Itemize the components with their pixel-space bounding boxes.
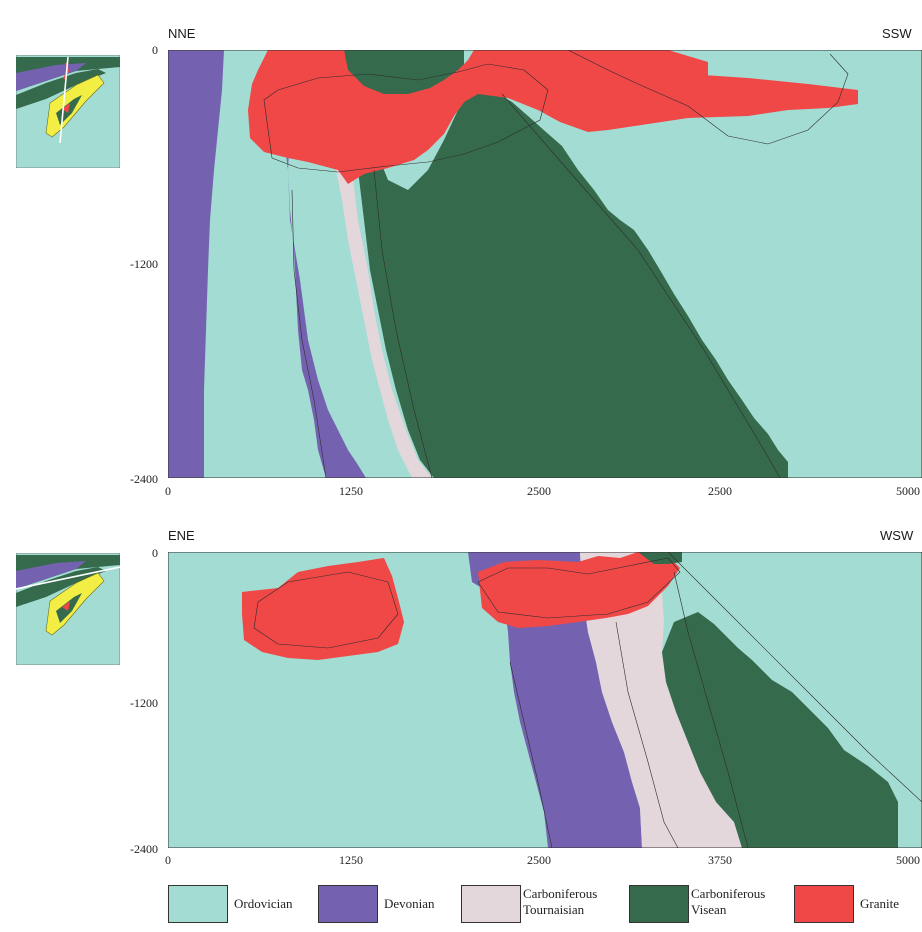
section2-inset-map [16,553,120,665]
legend-item-tournaisian: Carboniferous Tournaisian [461,885,621,925]
section1-y-tick-1200: -1200 [130,257,158,271]
section2-contact-line-5 [673,571,749,848]
legend-swatch-granite [794,885,854,923]
section1-visean-main-body [346,50,788,478]
section1-x-tick-4: 2500 [708,484,732,498]
section2-contact-line-6 [667,552,922,803]
section2-right-direction: WSW [880,528,914,543]
section2-visean-body [662,612,898,848]
section2-left-direction: ENE [168,528,195,543]
legend-swatch-visean [629,885,689,923]
section1-x-tick-1: 0 [165,484,171,498]
section1-contact-line-1 [263,63,549,173]
legend-label-tournaisian-line1: Carboniferous [523,886,598,901]
section1-contact-line-3 [291,189,327,478]
legend-label-granite: Granite [860,896,899,911]
legend-item-ordovician: Ordovician [168,885,318,925]
legend-item-devonian: Devonian [318,885,458,925]
section1-y-tick-2400: -2400 [130,472,158,486]
section1-x-tick-3: 2500 [527,484,551,498]
section2-contact-line-2 [477,557,681,619]
section2-tournaisian-band [580,552,742,848]
section2-cross-section [168,552,922,848]
legend-swatch-devonian [318,885,378,923]
section1-devonian-left-band [168,50,224,478]
section1-inset-map [16,55,120,168]
legend-swatch-tournaisian [461,885,521,923]
section1-granite-right-lobe [598,50,708,86]
legend-label-visean-line2: Visean [691,902,727,917]
section2-contact-line-3 [509,661,553,848]
section2-x-tick-2: 1250 [339,853,363,867]
section2-granite-left-blob [242,558,404,660]
legend-swatch-ordovician [168,885,228,923]
section1-granite-body [248,50,858,184]
section1-contact-line-2 [567,50,849,145]
section2-y-tick-0: 0 [152,546,158,560]
legend-label-tournaisian-line2: Tournaisian [523,902,585,917]
section1-x-tick-2: 1250 [339,484,363,498]
section2-x-tick-4: 3750 [708,853,732,867]
section1-left-direction: NNE [168,26,196,41]
section2-x-tick-1: 0 [165,853,171,867]
legend-item-granite: Granite [794,885,922,925]
section2-x-tick-5: 5000 [896,853,920,867]
section2-y-tick-1200: -1200 [130,696,158,710]
legend-label-devonian: Devonian [384,896,435,911]
section1-contact-line-5 [501,93,781,478]
section2-granite-central-body [478,552,680,628]
section2-y-tick-2400: -2400 [130,842,158,856]
section1-y-tick-0: 0 [152,43,158,57]
section2-contact-line-4 [615,621,679,848]
section2-x-tick-3: 2500 [527,853,551,867]
legend-item-visean: Carboniferous Visean [629,885,789,925]
section1-x-tick-5: 5000 [896,484,920,498]
section1-cross-section [168,50,922,478]
section1-contact-line-4 [373,169,433,478]
section2-contact-line-1 [253,571,399,649]
legend-label-ordovician: Ordovician [234,896,293,911]
section1-right-direction: SSW [882,26,912,41]
legend-label-visean-line1: Carboniferous [691,886,766,901]
